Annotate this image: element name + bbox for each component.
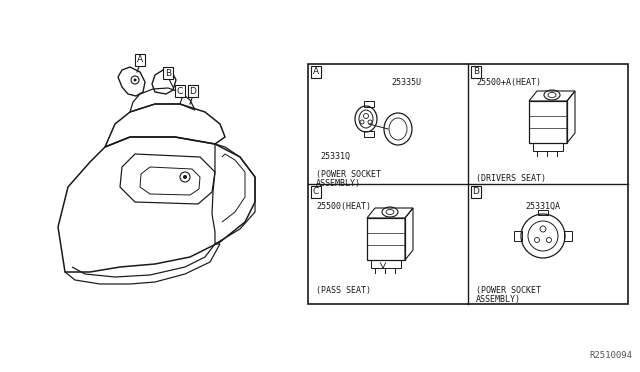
Text: 25331Q: 25331Q <box>320 152 350 161</box>
Text: 25500(HEAT): 25500(HEAT) <box>316 202 371 211</box>
Bar <box>514 231 522 241</box>
Text: 25500+A(HEAT): 25500+A(HEAT) <box>476 78 541 87</box>
Bar <box>564 231 572 241</box>
Bar <box>308 64 628 304</box>
Text: ASSEMBLY): ASSEMBLY) <box>476 295 521 304</box>
Text: 25331QA: 25331QA <box>525 202 561 211</box>
Text: C: C <box>177 87 183 96</box>
Bar <box>364 101 374 107</box>
Text: A: A <box>313 67 319 77</box>
Bar <box>529 101 567 143</box>
Circle shape <box>183 175 187 179</box>
Text: (DRIVERS SEAT): (DRIVERS SEAT) <box>476 174 546 183</box>
Text: B: B <box>473 67 479 77</box>
Text: ASSEMBLY): ASSEMBLY) <box>316 179 361 188</box>
Text: B: B <box>165 68 171 77</box>
Text: D: D <box>189 87 196 96</box>
Text: (POWER SOCKET: (POWER SOCKET <box>476 286 541 295</box>
Circle shape <box>134 78 136 81</box>
Bar <box>533 143 563 151</box>
Bar <box>367 218 405 260</box>
Text: C: C <box>313 187 319 196</box>
Bar <box>371 260 401 268</box>
Text: R2510094: R2510094 <box>589 351 632 360</box>
Bar <box>538 210 548 215</box>
Text: D: D <box>472 187 479 196</box>
Text: (PASS SEAT): (PASS SEAT) <box>316 286 371 295</box>
Text: A: A <box>137 55 143 64</box>
Text: 25335U: 25335U <box>391 78 421 87</box>
Bar <box>364 131 374 137</box>
Text: (POWER SOCKET: (POWER SOCKET <box>316 170 381 179</box>
